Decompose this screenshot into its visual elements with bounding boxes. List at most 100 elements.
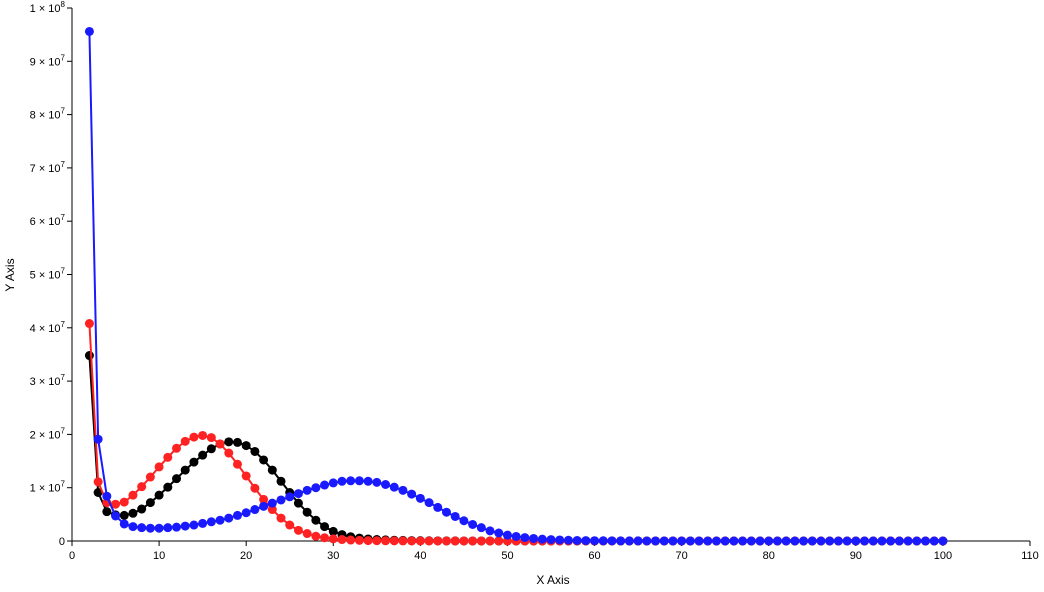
data-point [137,482,147,492]
data-point [189,520,199,530]
data-point [224,437,234,447]
data-point [886,536,896,546]
data-point [180,465,190,475]
data-point [198,518,208,528]
data-point [320,522,330,532]
data-point [311,483,321,493]
data-point [259,494,269,504]
data-point [633,536,643,546]
data-point [311,531,321,541]
series-line [88,323,943,542]
data-point [659,536,669,546]
data-point [563,535,573,545]
data-point [668,536,678,546]
data-point [163,452,173,462]
data-point [276,495,286,505]
data-point [267,498,277,508]
x-tick-label: 50 [501,550,513,562]
data-point [102,507,112,517]
y-tick-label: 4 × 107 [30,320,66,335]
data-point [119,510,129,520]
data-point [929,536,939,546]
data-point [119,497,129,507]
data-point [833,536,843,546]
data-point [293,498,303,508]
x-tick-label: 70 [676,550,688,562]
data-point [111,511,121,521]
data-point [206,517,216,527]
data-point [468,519,478,529]
data-point [363,536,373,546]
data-point [145,498,155,508]
data-point [354,476,364,486]
data-point [825,536,835,546]
data-point [337,476,347,486]
data-point [807,536,817,546]
data-point [607,536,617,546]
data-point [93,434,103,444]
data-point [851,536,861,546]
data-point [799,536,809,546]
data-point [433,536,443,546]
data-point [198,450,208,460]
data-point [241,441,251,451]
data-point [764,536,774,546]
y-ticks: 0 1 × 107 2 × 107 3 × 107 4 × 107 5 × 107 6 × … [30,0,72,548]
data-point [232,437,242,447]
data-point [119,519,129,529]
data-point [189,432,199,442]
data-point [476,536,486,546]
y-axis-title: Y Axis [3,258,17,291]
x-tick-label: 60 [588,550,600,562]
y-tick-label: 1 × 108 [30,0,66,15]
data-point [328,526,338,536]
data-point [302,529,312,539]
data-point [494,536,504,546]
series-line [88,31,943,542]
data-point [372,477,382,487]
data-point [450,511,460,521]
data-point [738,536,748,546]
data-point [616,536,626,546]
data-point [720,536,730,546]
data-point [189,457,199,467]
data-point [450,536,460,546]
data-point [206,444,216,454]
data-point [84,351,94,361]
data-point [93,477,103,487]
series-line [88,355,943,542]
data-point [276,513,286,523]
data-point [145,472,155,482]
data-point [894,536,904,546]
data-point [128,522,138,532]
data-point [441,536,451,546]
data-point [772,536,782,546]
data-point [790,536,800,546]
data-point [590,536,600,546]
data-point [459,516,469,526]
data-point [250,505,260,515]
data-point [128,508,138,518]
data-point [328,534,338,544]
data-point [912,536,922,546]
data-point [389,536,399,546]
data-point [84,319,94,329]
data-point [537,534,547,544]
data-point [137,523,147,533]
data-point [154,462,164,472]
data-point [172,474,182,484]
data-point [285,520,295,530]
data-point [694,536,704,546]
data-point [145,523,155,533]
data-point [381,536,391,546]
data-point [746,536,756,546]
data-point [232,459,242,469]
data-point [250,446,260,456]
data-point [624,536,634,546]
data-point [842,536,852,546]
data-point [415,493,425,503]
data-point [581,536,591,546]
data-point [476,523,486,533]
x-tick-label: 80 [763,550,775,562]
data-point [868,536,878,546]
